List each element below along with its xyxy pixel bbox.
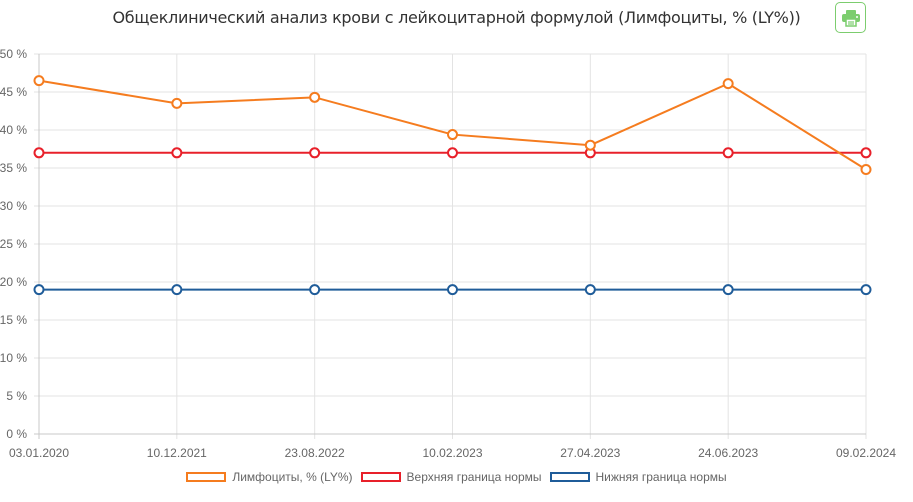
x-tick-label: 09.02.2024 [836, 446, 896, 460]
data-point[interactable] [33, 284, 45, 296]
data-point[interactable] [309, 147, 321, 159]
line-chart: 0 % 5 % 10 % 15 % 20 % 25 % 30 % 35 % 40 % 45 % 50… [0, 47, 896, 460]
data-point[interactable] [722, 147, 734, 159]
chart-title: Общеклинический анализ крови с лейкоцита… [112, 8, 801, 27]
x-tick-label: 27.04.2023 [560, 446, 620, 460]
x-tick-label: 24.06.2023 [698, 446, 758, 460]
y-tick-label: 0 % [6, 427, 27, 441]
data-point[interactable] [722, 78, 734, 90]
legend-swatch-lower-limit [549, 472, 590, 482]
x-tick-label: 10.02.2023 [422, 446, 482, 460]
data-point[interactable] [33, 75, 45, 87]
legend-item-upper-limit[interactable]: Верхняя граница нормы [360, 470, 542, 484]
data-point[interactable] [860, 284, 872, 296]
data-point[interactable] [584, 284, 596, 296]
y-tick-label: 40 % [0, 123, 27, 137]
y-tick-label: 25 % [0, 237, 27, 251]
y-tick-label: 30 % [0, 199, 27, 213]
legend: Лимфоциты, % (LY%) Верхняя граница нормы… [0, 470, 913, 484]
y-tick-label: 15 % [0, 313, 27, 327]
data-point[interactable] [171, 97, 183, 109]
data-point[interactable] [309, 284, 321, 296]
data-point[interactable] [171, 284, 183, 296]
x-tick-label: 03.01.2020 [9, 446, 69, 460]
data-point[interactable] [447, 129, 458, 141]
legend-swatch-upper-limit [360, 472, 401, 482]
x-tick-label: 23.08.2022 [285, 446, 345, 460]
print-button[interactable] [835, 2, 866, 33]
legend-item-lower-limit[interactable]: Нижняя граница нормы [549, 470, 727, 484]
legend-item-lymphocytes[interactable]: Лимфоциты, % (LY%) [186, 470, 353, 484]
data-point[interactable] [860, 147, 872, 159]
y-tick-label: 50 % [0, 47, 27, 61]
y-tick-label: 20 % [0, 275, 27, 289]
x-tick-label: 10.12.2021 [147, 446, 207, 460]
legend-label: Нижняя граница нормы [595, 470, 727, 484]
data-point[interactable] [171, 147, 183, 159]
legend-swatch-lymphocytes [186, 472, 227, 482]
y-tick-label: 10 % [0, 351, 27, 365]
data-point[interactable] [447, 284, 458, 296]
y-tick-label: 45 % [0, 85, 27, 99]
printer-icon [841, 9, 860, 27]
data-point[interactable] [584, 139, 596, 151]
data-point[interactable] [309, 91, 321, 103]
data-point[interactable] [447, 147, 458, 159]
legend-label: Лимфоциты, % (LY%) [232, 470, 353, 484]
data-point[interactable] [722, 284, 734, 296]
y-tick-label: 35 % [0, 161, 27, 175]
data-point[interactable] [860, 164, 872, 176]
data-point[interactable] [33, 147, 45, 159]
legend-label: Верхняя граница нормы [406, 470, 542, 484]
y-tick-label: 5 % [6, 389, 27, 403]
